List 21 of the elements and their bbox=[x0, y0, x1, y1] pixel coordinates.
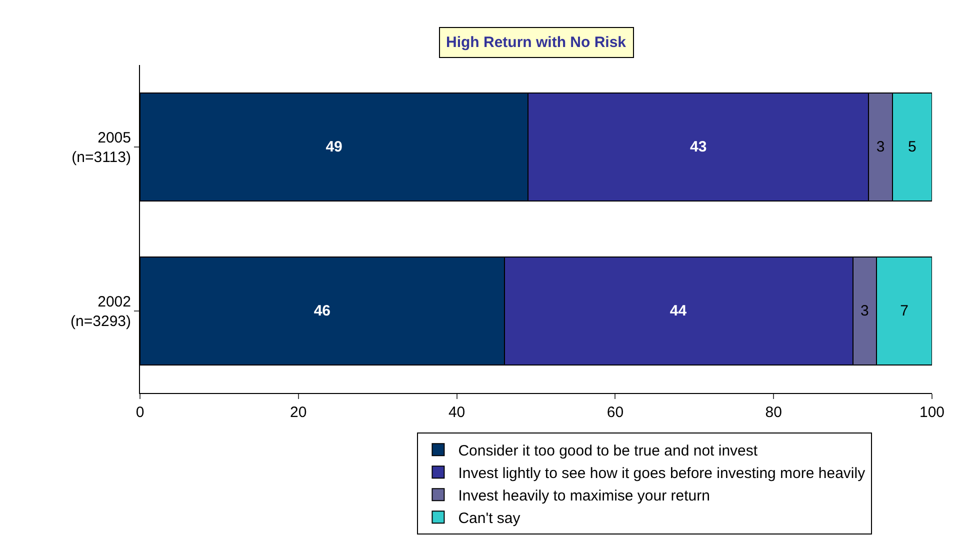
x-tick-label: 80 bbox=[765, 404, 782, 421]
data-label: 44 bbox=[670, 302, 688, 320]
x-tick-label: 60 bbox=[606, 404, 624, 421]
x-tick-label: 20 bbox=[290, 404, 307, 421]
legend-label: Invest heavily to maximise your return bbox=[458, 487, 710, 504]
y-tick-label: 2005 (n=3113) bbox=[72, 130, 131, 166]
data-label: 43 bbox=[690, 138, 707, 156]
data-label: 46 bbox=[314, 302, 331, 320]
data-label: 5 bbox=[908, 138, 916, 156]
data-label: 3 bbox=[876, 138, 885, 156]
legend-label: Can't say bbox=[458, 510, 521, 527]
data-label: 49 bbox=[326, 138, 342, 156]
x-tick-label: 40 bbox=[448, 404, 466, 421]
chart-title: High Return with No Risk bbox=[446, 34, 627, 51]
data-label: 7 bbox=[900, 302, 908, 320]
legend-label: Consider it too good to be true and not invest bbox=[458, 442, 758, 460]
x-tick-label: 100 bbox=[919, 404, 945, 421]
legend-label: Invest lightly to see how it goes before investing more heavily bbox=[458, 464, 866, 482]
data-label: 3 bbox=[860, 302, 869, 320]
y-tick-label: 2002 (n=3293) bbox=[70, 294, 131, 330]
x-tick-label: 0 bbox=[136, 404, 144, 421]
